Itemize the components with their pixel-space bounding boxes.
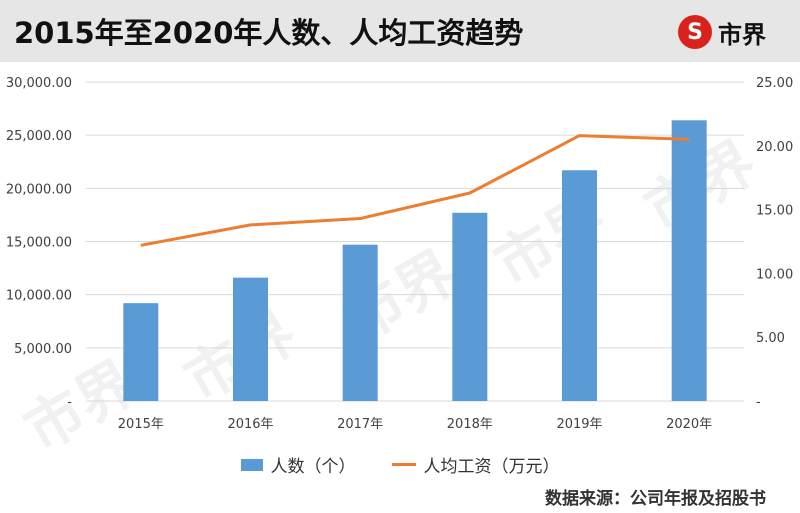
legend-item-bar: 人数（个） bbox=[240, 452, 356, 477]
y-left-tick-label: - bbox=[67, 395, 72, 410]
bar bbox=[671, 120, 707, 401]
combo-chart: - 5,000.00 10,000.00 15,000.00 20,000.00 25,0… bbox=[6, 76, 793, 432]
y-right-tick-label: 25.00 bbox=[756, 76, 793, 91]
x-tick-label: 2019年 bbox=[556, 417, 602, 432]
x-tick-label: 2018年 bbox=[447, 417, 493, 432]
y-right-tick-label: - bbox=[756, 395, 761, 410]
bar bbox=[233, 277, 268, 401]
bar bbox=[342, 244, 378, 401]
y-right-tick-label: 5.00 bbox=[756, 331, 785, 346]
y-right-tick-label: 10.00 bbox=[756, 267, 793, 282]
x-tick-label: 2016年 bbox=[227, 417, 273, 432]
y-right-tick-label: 20.00 bbox=[756, 140, 793, 155]
y-left-tick-label: 5,000.00 bbox=[14, 342, 72, 357]
bar bbox=[123, 303, 159, 401]
y-left-tick-label: 10,000.00 bbox=[6, 289, 72, 304]
x-tick-label: 2015年 bbox=[118, 417, 164, 432]
x-tick-label: 2020年 bbox=[666, 417, 712, 432]
logo-icon: S bbox=[678, 15, 712, 49]
logo-text: 市界 bbox=[718, 20, 766, 49]
line-series-salary bbox=[140, 134, 690, 247]
legend-label-line: 人均工资（万元） bbox=[423, 457, 560, 477]
legend-item-line: 人均工资（万元） bbox=[391, 452, 560, 477]
bar bbox=[452, 212, 488, 401]
legend-swatch-bar bbox=[240, 458, 263, 471]
x-tick-label: 2017年 bbox=[337, 417, 383, 432]
chart-title: 2015年至2020年人数、人均工资趋势 bbox=[14, 16, 524, 50]
legend-swatch-line bbox=[391, 463, 416, 466]
y-right-tick-label: 15.00 bbox=[756, 204, 793, 219]
y-left-tick-label: 25,000.00 bbox=[6, 129, 72, 144]
legend-label-bar: 人数（个） bbox=[270, 457, 356, 477]
y-left-tick-label: 30,000.00 bbox=[6, 76, 72, 91]
chart-legend: 人数（个） 人均工资（万元） bbox=[0, 452, 800, 477]
brand-logo: S 市界 bbox=[678, 14, 766, 50]
header-bar: 2015年至2020年人数、人均工资趋势 S 市界 bbox=[0, 0, 800, 62]
y-left-tick-label: 20,000.00 bbox=[6, 182, 72, 197]
bar bbox=[562, 170, 597, 401]
y-left-tick-label: 15,000.00 bbox=[6, 236, 72, 251]
data-source: 数据来源：公司年报及招股书 bbox=[545, 489, 766, 509]
